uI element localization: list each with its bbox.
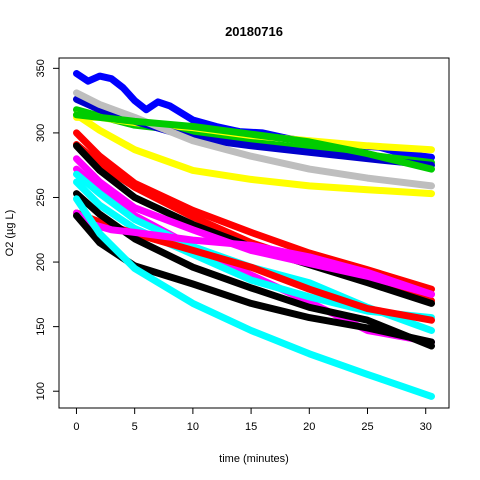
y-tick-label: 100 bbox=[35, 382, 47, 400]
x-axis: 0 5 10 15 20 25 30 bbox=[73, 407, 432, 433]
series-line-10 bbox=[73, 142, 435, 307]
series-line-19 bbox=[73, 195, 435, 400]
y-tick-label: 350 bbox=[35, 59, 47, 77]
chart-title: 20180716 bbox=[225, 24, 283, 39]
x-tick-label: 5 bbox=[132, 421, 138, 433]
y-axis: 100 150 200 250 300 350 bbox=[35, 59, 60, 400]
x-tick-label: 30 bbox=[420, 421, 432, 433]
x-tick-label: 15 bbox=[245, 421, 257, 433]
series-line-18 bbox=[73, 212, 435, 346]
x-tick-label: 25 bbox=[361, 421, 373, 433]
x-axis-label: time (minutes) bbox=[219, 453, 289, 465]
x-tick-label: 0 bbox=[73, 421, 79, 433]
y-tick-label: 200 bbox=[35, 253, 47, 271]
x-tick-label: 20 bbox=[303, 421, 315, 433]
series-line-6 bbox=[73, 111, 435, 198]
y-tick-label: 300 bbox=[35, 124, 47, 142]
series-line-15 bbox=[73, 209, 435, 324]
series-line-16 bbox=[73, 190, 435, 350]
x-tick-label: 10 bbox=[187, 421, 199, 433]
series-line-4 bbox=[73, 95, 435, 169]
series-line-7 bbox=[73, 111, 435, 173]
y-tick-label: 150 bbox=[35, 317, 47, 335]
y-axis-label: O2 (µg L) bbox=[4, 210, 16, 257]
series-layer bbox=[73, 70, 435, 400]
series-line-5 bbox=[73, 89, 435, 190]
y-tick-label: 250 bbox=[35, 188, 47, 206]
